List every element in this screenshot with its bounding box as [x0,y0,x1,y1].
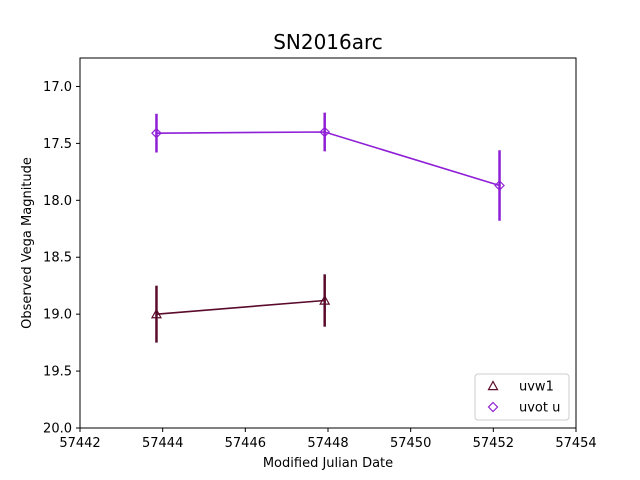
x-tick-label: 57444 [142,436,183,451]
y-axis: 17.0 17.5 18.0 18.5 19.0 19.5 20.0 [43,80,80,437]
y-tick-label: 19.0 [43,308,72,323]
data-point [494,180,505,191]
legend-label: uvw1 [519,380,554,395]
data-point [150,308,162,319]
plot-frame [79,57,577,429]
y-tick-label: 17.5 [43,137,72,152]
series-uvw1 [150,274,331,343]
x-tick-label: 57454 [555,436,596,451]
x-tick-label: 57452 [473,436,514,451]
data-point [319,294,331,305]
plot-area [150,112,505,343]
x-axis: 57442 57444 57446 57448 57450 57452 57454 [59,428,597,451]
legend-box [474,373,570,421]
series-uvot-u [151,112,505,221]
y-tick-label: 19.5 [43,365,72,380]
legend-marker [487,401,499,413]
y-tick-label: 18.0 [43,194,72,209]
data-point [319,126,331,138]
x-tick-label: 57448 [307,436,348,451]
x-axis-label: Modified Julian Date [263,456,393,471]
series-line [156,131,500,187]
data-point [151,127,162,139]
y-tick-label: 20.0 [43,422,72,437]
legend-label: uvot u [519,401,560,416]
chart-title: SN2016arc [273,30,383,54]
series-line [156,299,325,315]
x-tick-label: 57442 [59,436,100,451]
legend-marker [487,380,499,391]
y-tick-label: 17.0 [43,80,72,95]
legend: uvw1 uvot u [474,373,570,421]
x-tick-label: 57446 [225,436,266,451]
x-tick-label: 57450 [390,436,431,451]
y-axis-label: Observed Vega Magnitude [20,157,35,329]
y-tick-label: 18.5 [43,251,72,266]
